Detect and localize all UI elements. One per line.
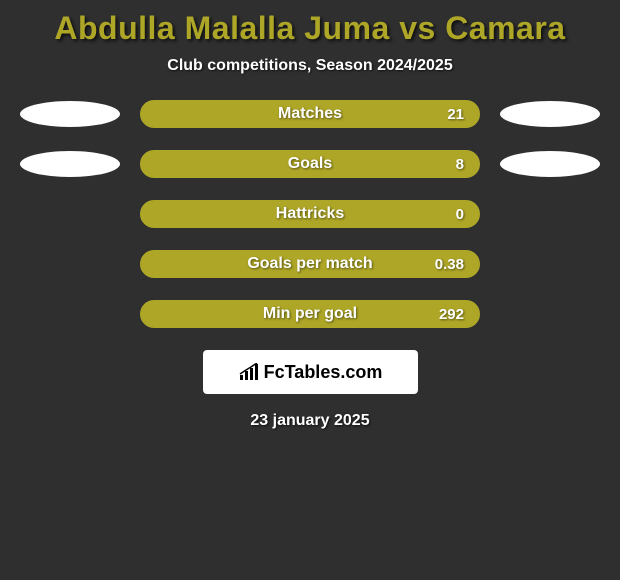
stat-row: Hattricks 0 (10, 200, 610, 228)
player-right-ellipse (500, 101, 600, 127)
ellipse-placeholder (20, 251, 120, 277)
stat-label: Goals per match (247, 255, 372, 273)
stat-row: Goals 8 (10, 150, 610, 178)
stat-bar-wrapper: Goals per match 0.38 (140, 250, 480, 278)
stat-bar-wrapper: Goals 8 (140, 150, 480, 178)
chart-icon (238, 363, 260, 381)
ellipse-placeholder (500, 301, 600, 327)
page-title: Abdulla Malalla Juma vs Camara (10, 0, 610, 52)
stat-value: 21 (447, 106, 464, 123)
date-text: 23 january 2025 (10, 394, 610, 448)
ellipse-placeholder (500, 201, 600, 227)
stat-value: 0 (456, 206, 464, 223)
stat-row: Matches 21 (10, 100, 610, 128)
stat-bar-wrapper: Matches 21 (140, 100, 480, 128)
player-left-ellipse (20, 101, 120, 127)
player-right-ellipse (500, 151, 600, 177)
logo-box: FcTables.com (203, 350, 418, 394)
stat-label: Hattricks (276, 205, 344, 223)
stat-bar: Goals 8 (140, 150, 480, 178)
stats-container: Matches 21 Goals 8 Hattricks 0 Goals per match… (10, 100, 610, 328)
subtitle: Club competitions, Season 2024/2025 (10, 52, 610, 100)
stat-bar-wrapper: Min per goal 292 (140, 300, 480, 328)
stat-value: 0.38 (435, 256, 464, 273)
logo-text: FcTables.com (264, 362, 383, 383)
stat-row: Goals per match 0.38 (10, 250, 610, 278)
player-left-ellipse (20, 151, 120, 177)
stat-label: Min per goal (263, 305, 357, 323)
ellipse-placeholder (20, 201, 120, 227)
stat-value: 8 (456, 156, 464, 173)
stat-value: 292 (439, 306, 464, 323)
stat-bar: Hattricks 0 (140, 200, 480, 228)
stat-label: Matches (278, 105, 342, 123)
stat-row: Min per goal 292 (10, 300, 610, 328)
stat-bar-wrapper: Hattricks 0 (140, 200, 480, 228)
ellipse-placeholder (500, 251, 600, 277)
ellipse-placeholder (20, 301, 120, 327)
stat-label: Goals (288, 155, 332, 173)
stat-bar: Goals per match 0.38 (140, 250, 480, 278)
stat-bar: Matches 21 (140, 100, 480, 128)
stat-bar: Min per goal 292 (140, 300, 480, 328)
